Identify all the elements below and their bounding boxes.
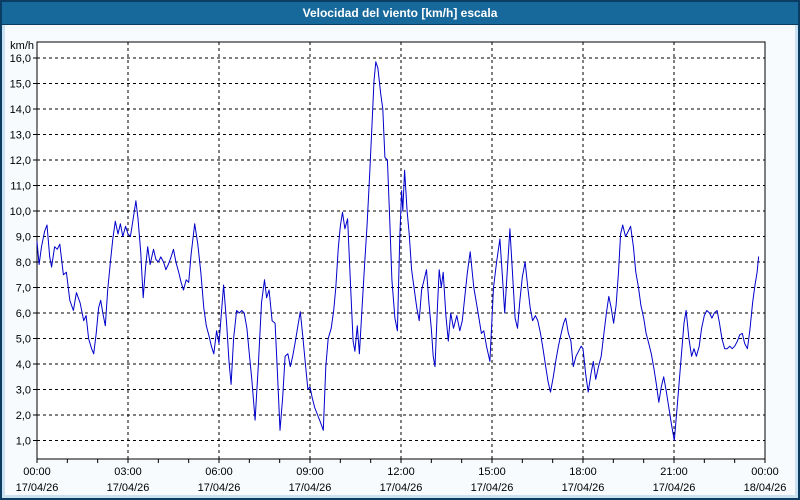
x-tick-time-label: 12:00 bbox=[387, 466, 415, 478]
y-axis-unit-label: km/h bbox=[10, 40, 34, 52]
x-tick-time-label: 21:00 bbox=[660, 466, 688, 478]
y-tick-label: 3,0 bbox=[16, 385, 31, 397]
x-tick-date-label: 17/04/26 bbox=[289, 482, 332, 494]
x-tick-time-label: 18:00 bbox=[569, 466, 597, 478]
x-tick-time-label: 00:00 bbox=[751, 466, 779, 478]
wind-speed-chart: 16,0 15,0 14,0 13,0 12,0 11,0 10,0 9,0 8,0 7,0 6,0… bbox=[10, 40, 787, 494]
wind-speed-series-line bbox=[36, 61, 760, 441]
x-tick-time-label: 15:00 bbox=[478, 466, 506, 478]
y-tick-label: 4,0 bbox=[16, 359, 31, 371]
y-tick-label: 11,0 bbox=[10, 181, 31, 193]
x-tick-time-label: 06:00 bbox=[205, 466, 233, 478]
y-tick-label: 9,0 bbox=[16, 232, 31, 244]
x-tick-date-label: 18/04/26 bbox=[744, 482, 787, 494]
y-tick-label: 13,0 bbox=[10, 130, 31, 142]
y-tick-label: 1,0 bbox=[16, 436, 31, 448]
x-tick-date-label: 17/04/26 bbox=[16, 482, 59, 494]
y-tick-label: 5,0 bbox=[16, 334, 31, 346]
x-tick-time-label: 03:00 bbox=[114, 466, 142, 478]
y-tick-label: 2,0 bbox=[16, 410, 31, 422]
x-tick-date-label: 17/04/26 bbox=[562, 482, 605, 494]
x-tick-date-label: 17/04/26 bbox=[653, 482, 696, 494]
y-tick-label: 14,0 bbox=[10, 104, 31, 116]
y-tick-label: 12,0 bbox=[10, 155, 31, 167]
y-tick-label: 15,0 bbox=[10, 79, 31, 91]
x-tick-date-label: 17/04/26 bbox=[107, 482, 150, 494]
x-tick-date-label: 17/04/26 bbox=[198, 482, 241, 494]
x-tick-date-label: 17/04/26 bbox=[380, 482, 423, 494]
y-tick-label: 10,0 bbox=[10, 206, 31, 218]
y-tick-label: 16,0 bbox=[10, 53, 31, 65]
x-tick-date-label: 17/04/26 bbox=[471, 482, 514, 494]
chart-titlebar: Velocidad del viento [km/h] escala bbox=[2, 2, 798, 25]
y-tick-label: 7,0 bbox=[16, 283, 31, 295]
x-tick-time-label: 09:00 bbox=[296, 466, 324, 478]
y-tick-label: 6,0 bbox=[16, 308, 31, 320]
chart-area: 16,0 15,0 14,0 13,0 12,0 11,0 10,0 9,0 8,0 7,0 6,0… bbox=[2, 25, 798, 498]
x-tick-time-label: 00:00 bbox=[23, 466, 51, 478]
chart-title: Velocidad del viento [km/h] escala bbox=[302, 6, 498, 20]
y-tick-label: 8,0 bbox=[16, 257, 31, 269]
